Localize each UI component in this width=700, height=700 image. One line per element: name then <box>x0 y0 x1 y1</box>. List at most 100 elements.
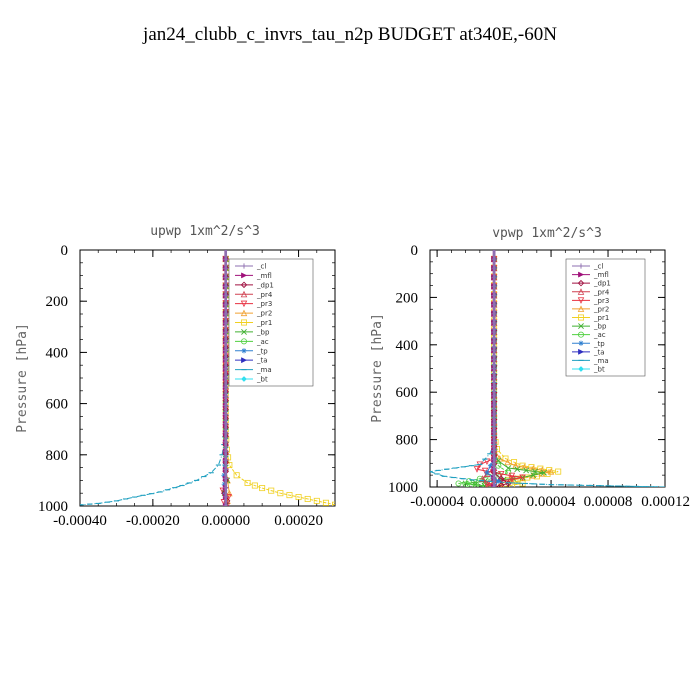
legend-swatch-marker <box>241 263 247 269</box>
data-point <box>466 478 473 485</box>
legend-item: _cl <box>235 263 266 271</box>
data-point <box>223 375 229 381</box>
data-point <box>223 503 229 506</box>
data-point <box>508 476 516 483</box>
data-point <box>491 457 497 463</box>
legend-swatch-marker <box>578 271 585 278</box>
data-point <box>491 256 497 262</box>
y-tick-label: 400 <box>46 345 69 361</box>
legend: _cl_mfl_dp1_pr4_pr3_pr2_pr1_bp_ac_tp_ta_… <box>228 258 314 387</box>
panel-title: upwp 1xm^2/s^3 <box>150 224 260 239</box>
legend-item: _ta <box>572 348 605 356</box>
legend-item: _bt <box>235 376 268 384</box>
data-point <box>547 468 555 475</box>
data-point <box>497 475 505 482</box>
legend-swatch-marker <box>241 328 247 335</box>
legend-item: _dp1 <box>572 280 611 288</box>
data-point <box>505 465 512 471</box>
figure-title: jan24_clubb_c_invrs_tau_n2p BUDGET at340… <box>142 24 557 45</box>
legend-swatch-marker <box>578 340 584 346</box>
data-point <box>233 472 240 479</box>
data-point <box>223 485 229 491</box>
data-point <box>223 357 229 363</box>
legend-label: _ma <box>593 357 609 365</box>
legend-label: _pr4 <box>593 288 610 296</box>
data-point <box>485 479 492 487</box>
data-point <box>223 421 229 427</box>
legend-item: _pr1 <box>235 319 272 327</box>
y-tick-label: 600 <box>46 397 69 413</box>
data-point <box>286 492 293 499</box>
legend-item: _dp1 <box>235 281 274 289</box>
legend-label: _ta <box>256 357 268 365</box>
legend-swatch-marker <box>240 281 248 289</box>
legend-label: _bt <box>256 376 268 384</box>
data-point <box>491 484 497 487</box>
data-point <box>223 393 229 399</box>
y-tick-label: 200 <box>46 294 69 310</box>
legend-swatch-marker <box>241 357 248 364</box>
legend-item: _mfl <box>235 272 272 280</box>
data-point <box>491 320 497 326</box>
data-point <box>491 265 497 271</box>
legend-item: _pr2 <box>235 310 272 318</box>
data-point <box>491 393 497 399</box>
data-point <box>479 475 486 482</box>
data-point <box>223 283 229 290</box>
panel-title: vpwp 1xm^2/s^3 <box>492 226 602 241</box>
legend-item: _pr3 <box>235 300 272 308</box>
legend-label: _pr1 <box>593 314 609 322</box>
plot-area <box>430 250 665 487</box>
legend-swatch-marker <box>241 376 247 382</box>
data-point <box>497 470 505 478</box>
data-point <box>473 482 480 487</box>
x-tick-label: -0.00020 <box>126 513 180 529</box>
legend-swatch-marker <box>240 309 248 317</box>
data-point <box>223 430 229 436</box>
legend-label: _tp <box>593 340 605 348</box>
y-axis-title: Pressure [hPa] <box>15 323 30 433</box>
data-point <box>491 283 497 290</box>
data-point <box>504 458 511 466</box>
legend-item: _bp <box>572 323 607 331</box>
data-point <box>455 480 462 487</box>
data-point <box>491 402 497 408</box>
data-point <box>491 384 497 390</box>
data-point <box>491 338 497 344</box>
y-tick-label: 800 <box>46 448 69 464</box>
data-point <box>541 469 547 476</box>
legend-item: _ac <box>572 331 606 339</box>
data-point <box>491 447 497 454</box>
data-point <box>491 365 497 372</box>
data-point <box>223 347 229 354</box>
legend-item: _bp <box>235 328 270 336</box>
legend-item: _ta <box>235 357 268 365</box>
legend-label: _pr4 <box>256 291 273 299</box>
legend-label: _ma <box>256 366 272 374</box>
data-point <box>491 466 497 472</box>
data-point <box>519 474 526 482</box>
legend-item: _ma <box>235 366 272 374</box>
legend-swatch-marker <box>241 272 248 279</box>
series-line <box>225 250 335 506</box>
data-point <box>259 485 266 492</box>
y-tick-label: 200 <box>396 290 419 306</box>
data-point <box>223 466 229 473</box>
legend-swatch-marker <box>240 300 248 308</box>
legend-item: _tp <box>572 340 605 348</box>
data-point <box>223 366 229 372</box>
data-point <box>223 274 229 281</box>
data-point <box>223 475 229 482</box>
data-point <box>491 347 497 353</box>
data-point <box>491 438 497 445</box>
legend-label: _bp <box>593 323 607 331</box>
legend-swatch-marker <box>577 305 585 312</box>
legend-label: _pr1 <box>256 319 272 327</box>
legend-label: _pr2 <box>593 305 609 313</box>
data-point <box>226 489 233 497</box>
vpwp-panel: vpwp 1xm^2/s^3 Pressure [hPa] 0 200 400 600… <box>370 226 690 510</box>
legend-item: _pr2 <box>572 305 609 313</box>
data-point <box>223 329 229 335</box>
y-tick-label: 400 <box>396 338 419 354</box>
upwp-panel: upwp 1xm^2/s^3 Pressure [hPa] 0 200 400 600… <box>15 224 336 529</box>
